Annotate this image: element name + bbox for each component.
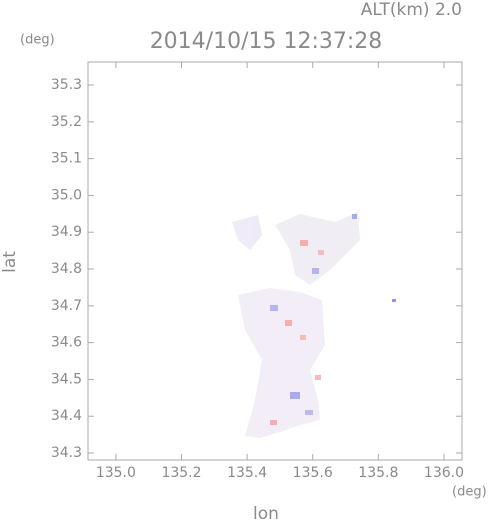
x-tick-label: 135.2 <box>161 465 201 481</box>
x-axis-label: lon <box>253 504 279 521</box>
x-tick-label: 135.4 <box>227 465 267 481</box>
x-unit: (deg) <box>452 485 487 500</box>
y-tick-label: 35.1 <box>51 151 82 167</box>
altitude-annotation: ALT(km) 2.0 <box>361 0 462 20</box>
y-tick-label: 34.8 <box>51 261 82 277</box>
chart-title: 2014/10/15 12:37:28 <box>150 29 383 54</box>
x-tick-label: 135.8 <box>358 465 398 481</box>
radar-echo <box>232 212 396 438</box>
plot-frame <box>87 61 463 461</box>
y-axis-label: lat <box>0 251 20 273</box>
x-tick-label: 135.0 <box>96 465 136 481</box>
y-tick-label: 35.3 <box>51 77 82 93</box>
y-tick-label: 35.0 <box>51 187 82 203</box>
y-tick-label: 35.2 <box>51 114 82 130</box>
y-tick-label: 34.5 <box>51 371 82 387</box>
y-tick-label: 34.3 <box>51 445 82 461</box>
y-tick-label: 34.9 <box>51 224 82 240</box>
y-unit: (deg) <box>20 33 55 48</box>
y-tick-label: 34.4 <box>51 408 82 424</box>
x-tick-label: 136.0 <box>424 465 464 481</box>
y-tick-label: 34.6 <box>51 335 82 351</box>
x-tick-label: 135.6 <box>293 465 333 481</box>
y-tick-label: 34.7 <box>51 298 82 314</box>
